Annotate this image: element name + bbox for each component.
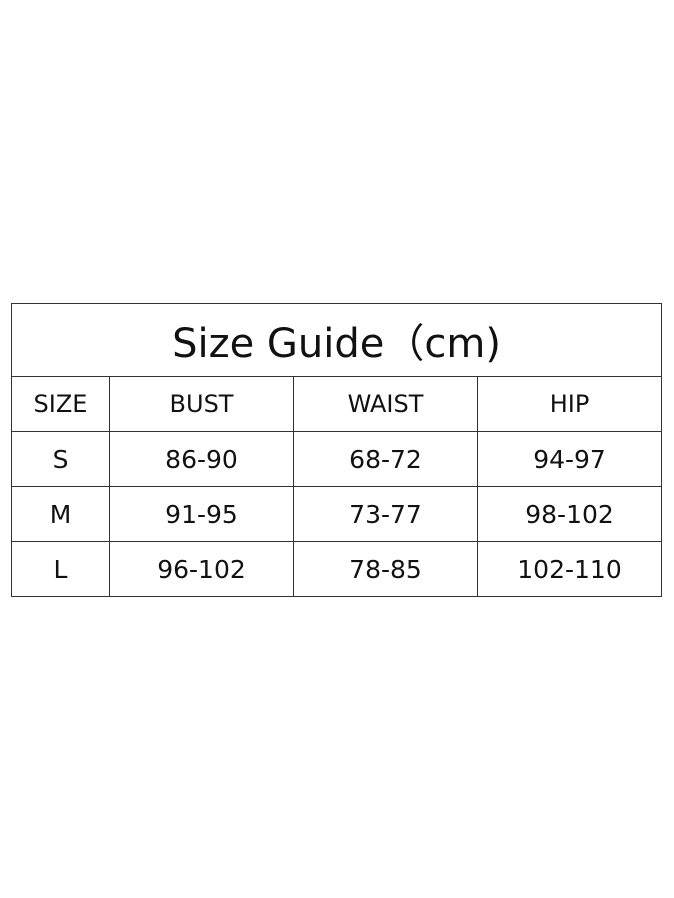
header-row: SIZE BUST WAIST HIP <box>11 376 663 432</box>
cell-waist: 68-72 <box>293 431 478 487</box>
table-title: Size Guide（cm) <box>10 303 663 377</box>
cell-bust: 86-90 <box>109 431 294 487</box>
header-size: SIZE <box>11 376 110 432</box>
header-waist: WAIST <box>293 376 478 432</box>
cell-waist: 73-77 <box>293 486 478 542</box>
cell-size: L <box>11 541 110 597</box>
cell-waist: 78-85 <box>293 541 478 597</box>
cell-bust: 91-95 <box>109 486 294 542</box>
cell-size: S <box>11 431 110 487</box>
cell-bust: 96-102 <box>109 541 294 597</box>
cell-size: M <box>11 486 110 542</box>
cell-hip: 102-110 <box>476 541 663 597</box>
cell-hip: 98-102 <box>476 486 663 542</box>
cell-hip: 94-97 <box>476 431 663 487</box>
size-guide-table: Size Guide（cm) SIZE BUST WAIST HIP S 86-… <box>10 303 663 597</box>
header-bust: BUST <box>109 376 294 432</box>
table-row: L 96-102 78-85 102-110 <box>11 541 663 597</box>
table-row: S 86-90 68-72 94-97 <box>11 431 663 487</box>
header-hip: HIP <box>476 376 663 432</box>
table-row: M 91-95 73-77 98-102 <box>11 486 663 542</box>
